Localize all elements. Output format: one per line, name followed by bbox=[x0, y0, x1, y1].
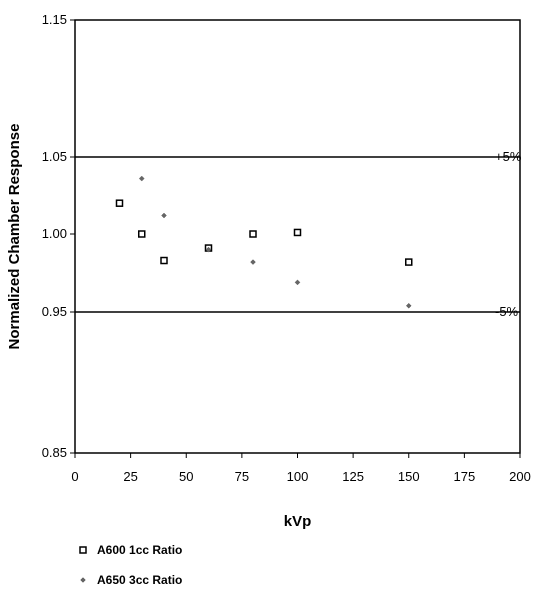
reference-lines: +5% -5% bbox=[75, 149, 522, 319]
x-tick-label: 125 bbox=[342, 469, 364, 484]
y-tick-label: 1.00 bbox=[42, 226, 67, 241]
y-tick-label: 1.05 bbox=[42, 149, 67, 164]
data-point bbox=[249, 230, 257, 238]
x-axis-title: kVp bbox=[284, 513, 312, 530]
y-tick-label: 1.15 bbox=[42, 12, 67, 27]
data-point bbox=[405, 302, 412, 309]
x-tick-label: 75 bbox=[235, 469, 249, 484]
data-point bbox=[405, 258, 413, 266]
reference-line-label: +5% bbox=[495, 149, 522, 164]
legend: A600 1cc Ratio A650 3cc Ratio bbox=[79, 543, 182, 587]
x-tick-label: 100 bbox=[287, 469, 309, 484]
x-axis-ticks: 0 25 50 75 100 125 150 175 200 bbox=[71, 453, 531, 484]
data-point bbox=[205, 246, 212, 253]
data-point bbox=[294, 279, 301, 286]
legend-label: A650 3cc Ratio bbox=[97, 573, 182, 587]
data-point bbox=[138, 175, 145, 182]
x-tick-label: 175 bbox=[454, 469, 476, 484]
y-axis-ticks: 0.85 0.95 1.00 1.05 1.15 bbox=[42, 12, 75, 460]
legend-item: A600 1cc Ratio bbox=[79, 543, 182, 557]
data-point bbox=[160, 256, 168, 265]
x-tick-label: 50 bbox=[179, 469, 193, 484]
x-tick-label: 200 bbox=[509, 469, 531, 484]
data-point bbox=[161, 212, 167, 219]
legend-label: A600 1cc Ratio bbox=[97, 543, 182, 557]
reference-line-label: -5% bbox=[495, 304, 519, 319]
legend-marker bbox=[79, 546, 87, 554]
data-point bbox=[115, 199, 124, 207]
data-point bbox=[138, 230, 146, 238]
series-1 bbox=[115, 199, 413, 266]
series-2 bbox=[138, 175, 412, 309]
data-point bbox=[250, 259, 256, 265]
legend-item: A650 3cc Ratio bbox=[80, 573, 182, 587]
x-tick-label: 0 bbox=[71, 469, 78, 484]
y-axis-title: Normalized Chamber Response bbox=[6, 124, 23, 350]
y-tick-label: 0.95 bbox=[42, 304, 67, 319]
data-point bbox=[293, 228, 302, 237]
series-layer bbox=[115, 175, 413, 309]
x-tick-label: 150 bbox=[398, 469, 420, 484]
legend-marker bbox=[80, 577, 86, 583]
y-tick-label: 0.85 bbox=[42, 445, 67, 460]
x-tick-label: 25 bbox=[123, 469, 137, 484]
